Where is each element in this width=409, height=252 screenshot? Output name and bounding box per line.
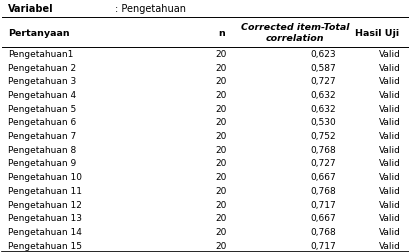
Text: 20: 20 xyxy=(215,145,227,154)
Text: 0,727: 0,727 xyxy=(310,159,335,168)
Text: 20: 20 xyxy=(215,227,227,236)
Text: 20: 20 xyxy=(215,118,227,127)
Text: Pengetahuan 5: Pengetahuan 5 xyxy=(8,104,76,113)
Text: 20: 20 xyxy=(215,200,227,209)
Text: Pengetahuan 11: Pengetahuan 11 xyxy=(8,186,82,195)
Text: Valid: Valid xyxy=(378,118,400,127)
Text: 20: 20 xyxy=(215,91,227,100)
Text: 0,587: 0,587 xyxy=(310,63,335,72)
Text: 0,717: 0,717 xyxy=(310,241,335,250)
Text: 0,717: 0,717 xyxy=(310,200,335,209)
Text: 0,632: 0,632 xyxy=(310,104,335,113)
Text: 0,768: 0,768 xyxy=(310,145,335,154)
Text: Valid: Valid xyxy=(378,200,400,209)
Text: Pengetahuan 9: Pengetahuan 9 xyxy=(8,159,76,168)
Text: 0,727: 0,727 xyxy=(310,77,335,86)
Text: Valid: Valid xyxy=(378,159,400,168)
Text: 20: 20 xyxy=(215,77,227,86)
Text: Pertanyaan: Pertanyaan xyxy=(8,28,70,37)
Text: 20: 20 xyxy=(215,186,227,195)
Text: Pengetahuan 3: Pengetahuan 3 xyxy=(8,77,76,86)
Text: Pengetahuan 13: Pengetahuan 13 xyxy=(8,213,82,222)
Text: Pengetahuan 15: Pengetahuan 15 xyxy=(8,241,82,250)
Text: 0,632: 0,632 xyxy=(310,91,335,100)
Text: Pengetahuan 12: Pengetahuan 12 xyxy=(8,200,82,209)
Text: Variabel: Variabel xyxy=(8,4,54,14)
Text: Hasil Uji: Hasil Uji xyxy=(354,28,398,37)
Text: Pengetahuan 4: Pengetahuan 4 xyxy=(8,91,76,100)
Text: 20: 20 xyxy=(215,132,227,141)
Text: 20: 20 xyxy=(215,241,227,250)
Text: Pengetahuan 7: Pengetahuan 7 xyxy=(8,132,76,141)
Text: 20: 20 xyxy=(215,172,227,181)
Text: n: n xyxy=(218,28,224,37)
Text: 20: 20 xyxy=(215,159,227,168)
Text: Pengetahuan 14: Pengetahuan 14 xyxy=(8,227,82,236)
Text: Valid: Valid xyxy=(378,241,400,250)
Text: Valid: Valid xyxy=(378,172,400,181)
Text: Pengetahuan 6: Pengetahuan 6 xyxy=(8,118,76,127)
Text: Corrected item-Total
correlation: Corrected item-Total correlation xyxy=(240,23,348,43)
Text: 20: 20 xyxy=(215,50,227,59)
Text: Valid: Valid xyxy=(378,104,400,113)
Text: 0,667: 0,667 xyxy=(310,213,335,222)
Text: Valid: Valid xyxy=(378,186,400,195)
Text: 0,667: 0,667 xyxy=(310,172,335,181)
Text: Valid: Valid xyxy=(378,63,400,72)
Text: Valid: Valid xyxy=(378,213,400,222)
Text: 0,768: 0,768 xyxy=(310,227,335,236)
Text: Valid: Valid xyxy=(378,132,400,141)
Text: 0,530: 0,530 xyxy=(310,118,335,127)
Text: Pengetahuan 2: Pengetahuan 2 xyxy=(8,63,76,72)
Text: Valid: Valid xyxy=(378,77,400,86)
Text: Valid: Valid xyxy=(378,145,400,154)
Text: Valid: Valid xyxy=(378,50,400,59)
Text: Pengetahuan1: Pengetahuan1 xyxy=(8,50,73,59)
Text: 20: 20 xyxy=(215,104,227,113)
Text: 20: 20 xyxy=(215,213,227,222)
Text: 20: 20 xyxy=(215,63,227,72)
Text: Pengetahuan 8: Pengetahuan 8 xyxy=(8,145,76,154)
Text: : Pengetahuan: : Pengetahuan xyxy=(115,4,185,14)
Text: 0,768: 0,768 xyxy=(310,186,335,195)
Text: Valid: Valid xyxy=(378,227,400,236)
Text: Pengetahuan 10: Pengetahuan 10 xyxy=(8,172,82,181)
Text: Valid: Valid xyxy=(378,91,400,100)
Text: 0,752: 0,752 xyxy=(310,132,335,141)
Text: 0,623: 0,623 xyxy=(310,50,335,59)
